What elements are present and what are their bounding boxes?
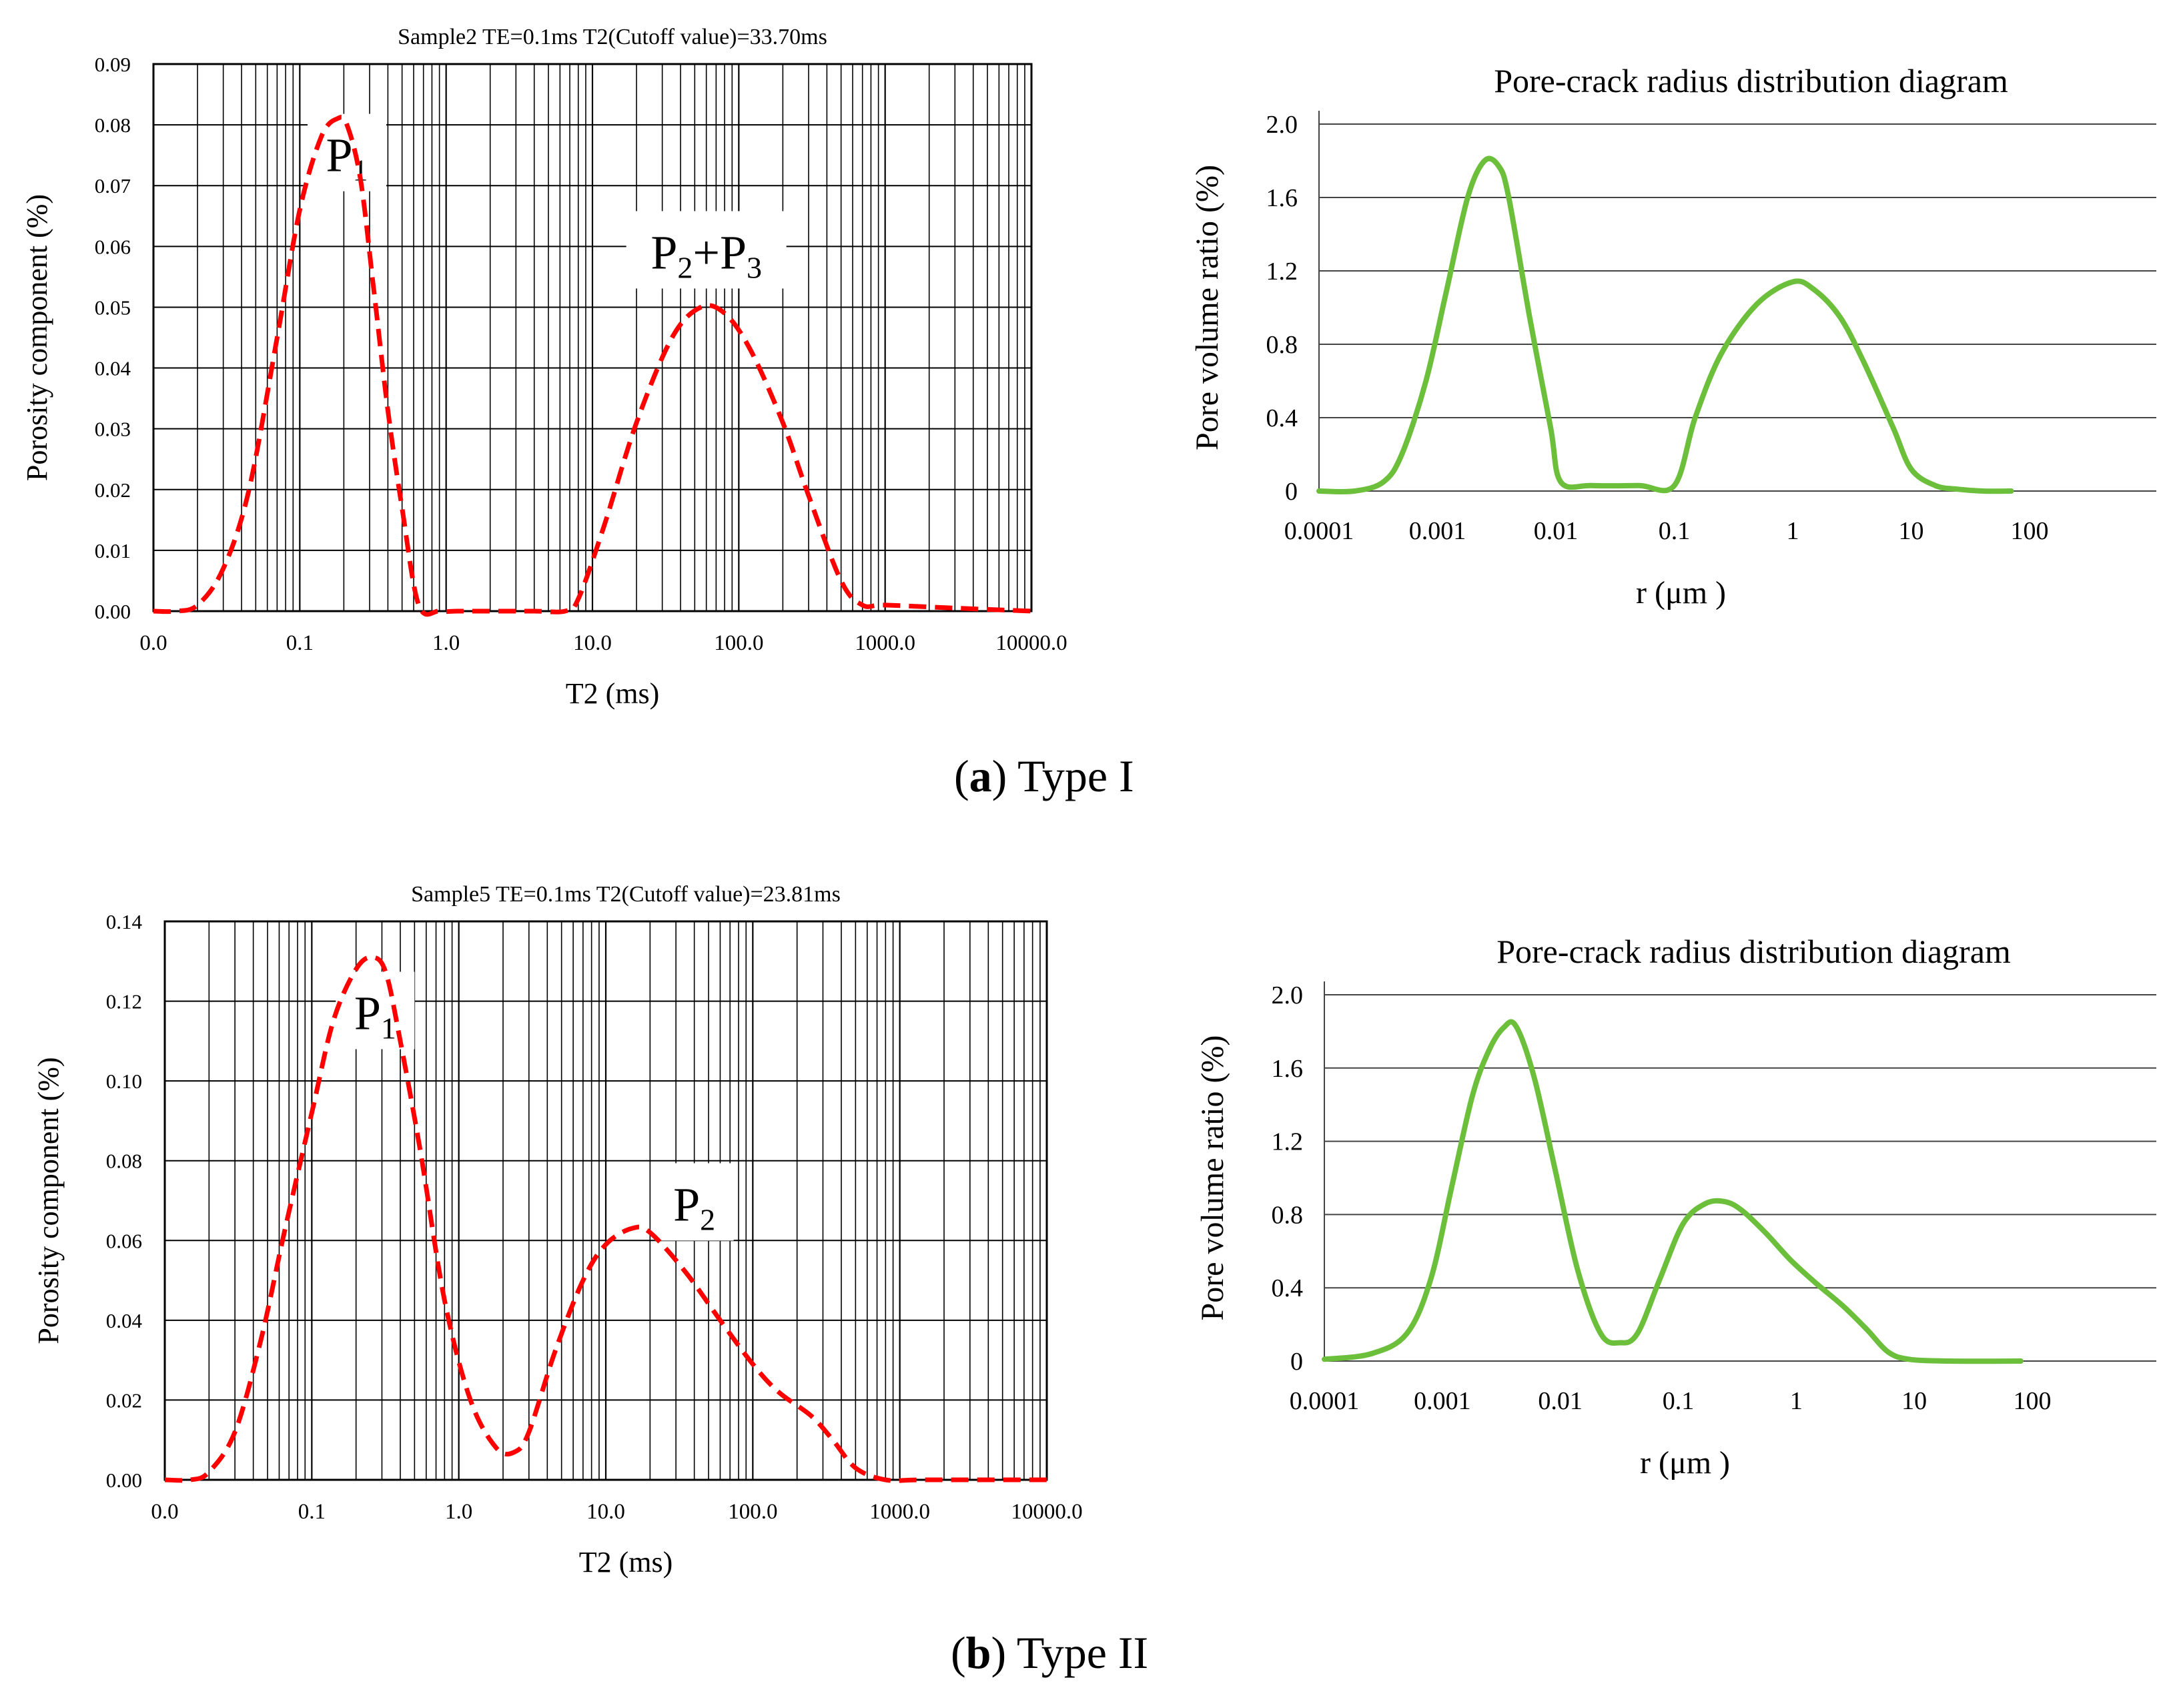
x-tick-label: 0.0001	[1290, 1387, 1360, 1415]
y-axis-label: Porosity component (%)	[21, 194, 53, 481]
y-tick-label: 1.6	[1266, 184, 1298, 212]
x-tick-label: 10	[1901, 1387, 1927, 1415]
x-axis-label: r (μm )	[1640, 1445, 1730, 1480]
y-tick-label: 0.04	[106, 1309, 143, 1332]
plot-frame	[152, 63, 1033, 612]
y-axis-label: Pore volume ratio (%)	[1190, 165, 1225, 450]
y-axis-label: Porosity component (%)	[32, 1057, 65, 1344]
y-axis-label: Pore volume ratio (%)	[1195, 1035, 1230, 1321]
x-tick-label: 0.1	[286, 631, 314, 655]
y-tick-label: 2.0	[1266, 111, 1298, 139]
x-axis-label: T2 (ms)	[579, 1546, 673, 1579]
y-tick-label: 0	[1290, 1348, 1303, 1376]
y-tick-label: 0	[1285, 478, 1298, 506]
x-tick-label: 1	[1787, 517, 1799, 545]
y-tick-label: 0.06	[106, 1229, 142, 1252]
radius-chart-1: 0 0.4 0.8 1.2 1.6 2.0 0.0001 0.001 0.01 0.1 1 10 100…	[1195, 933, 2156, 1480]
x-tick-label: 10.0	[573, 631, 612, 655]
x-tick-label: 0.1	[1659, 517, 1691, 545]
nmr-chart-1: 0.00 0.02 0.04 0.06 0.08 0.10 0.12 0.14 0.0 0.1 1.…	[32, 882, 1083, 1579]
y-tick-label: 0.8	[1272, 1201, 1304, 1229]
plot-frame	[163, 920, 1048, 1481]
x-tick-label: 0.0	[139, 631, 167, 655]
y-tick-label: 0.00	[95, 600, 131, 623]
x-tick-label: 100.0	[728, 1500, 777, 1524]
x-tick-label: 0.01	[1534, 517, 1579, 545]
x-tick-label: 1.0	[445, 1500, 472, 1524]
x-tick-label: 1000.0	[869, 1500, 930, 1524]
chart-title: Sample5 TE=0.1ms T2(Cutoff value)=23.81m…	[411, 882, 841, 907]
y-tick-label: 0.06	[95, 235, 131, 258]
series-line	[164, 955, 1047, 1483]
y-tick-label: 0.04	[95, 357, 131, 380]
y-tick-label: 0.10	[106, 1070, 142, 1093]
x-tick-label: 0.0001	[1284, 517, 1354, 545]
y-tick-label: 0.08	[106, 1150, 142, 1173]
y-tick-label: 2.0	[1272, 981, 1304, 1009]
series-line	[153, 115, 1032, 617]
x-tick-label: 1	[1790, 1387, 1803, 1415]
nmr-chart-0: 0.00 0.01 0.02 0.03 0.04 0.05 0.06 0.07 0.08 0.09…	[21, 25, 1067, 710]
y-tick-label: 0.05	[95, 296, 131, 319]
caption-b: (b) Type II	[951, 1627, 1149, 1678]
x-tick-label: 0.01	[1538, 1387, 1583, 1415]
y-tick-label: 0.02	[106, 1388, 142, 1412]
x-tick-label: 10.0	[586, 1500, 625, 1524]
y-tick-label: 0.07	[95, 174, 131, 197]
x-tick-label: 100	[2014, 1387, 2052, 1415]
series-line	[1316, 155, 2014, 495]
x-tick-label: 0.001	[1409, 517, 1466, 545]
radius-chart-0: 0 0.4 0.8 1.2 1.6 2.0 0.0001 0.001 0.01 0.1 1 10 100…	[1190, 62, 2156, 610]
y-tick-label: 0.02	[95, 478, 131, 502]
y-tick-label: 0.14	[106, 910, 143, 933]
peak-label: P2	[673, 1178, 715, 1236]
x-axis-label: T2 (ms)	[566, 677, 660, 710]
peak-label: P1	[326, 129, 368, 187]
y-tick-label: 1.6	[1272, 1055, 1304, 1083]
peak-label: P1	[354, 987, 396, 1045]
x-tick-label: 100	[2011, 517, 2049, 545]
y-tick-label: 0.12	[106, 990, 142, 1013]
y-tick-label: 0.4	[1266, 404, 1298, 432]
chart-title: Sample2 TE=0.1ms T2(Cutoff value)=33.70m…	[398, 25, 827, 49]
y-tick-label: 0.8	[1266, 331, 1298, 359]
x-tick-label: 0.001	[1414, 1387, 1471, 1415]
series-line	[1322, 1019, 2024, 1364]
x-tick-label: 1000.0	[855, 631, 915, 655]
x-tick-label: 10	[1899, 517, 1924, 545]
y-tick-label: 0.00	[106, 1468, 142, 1492]
y-tick-label: 1.2	[1266, 258, 1298, 286]
x-tick-label: 100.0	[714, 631, 763, 655]
y-tick-label: 1.2	[1272, 1128, 1304, 1156]
peak-label-bg	[655, 1163, 734, 1241]
caption-a: (a) Type I	[954, 751, 1134, 801]
x-tick-label: 0.1	[298, 1500, 326, 1524]
y-tick-label: 0.03	[95, 418, 131, 441]
y-tick-label: 0.4	[1272, 1274, 1304, 1302]
x-tick-label: 0.0	[151, 1500, 178, 1524]
y-tick-label: 0.08	[95, 113, 131, 137]
chart-title: Pore-crack radius distribution diagram	[1496, 933, 2011, 970]
chart-title: Pore-crack radius distribution diagram	[1494, 62, 2008, 99]
x-tick-label: 10000.0	[1011, 1500, 1082, 1524]
y-tick-label: 0.09	[95, 53, 131, 76]
peak-label-bg	[626, 211, 787, 289]
x-axis-label: r (μm )	[1636, 575, 1726, 610]
x-tick-label: 10000.0	[995, 631, 1067, 655]
x-tick-label: 1.0	[432, 631, 460, 655]
y-tick-label: 0.01	[95, 539, 131, 562]
x-tick-label: 0.1	[1663, 1387, 1695, 1415]
peak-label: P2+P3	[650, 226, 762, 284]
